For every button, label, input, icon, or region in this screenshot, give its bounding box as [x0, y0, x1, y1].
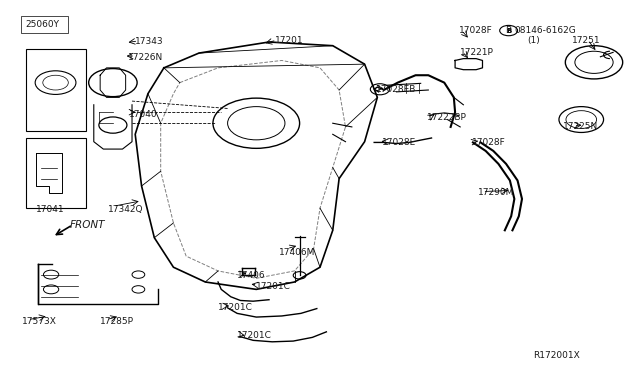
Text: 17225N: 17225N [563, 122, 598, 131]
Text: 17406: 17406 [237, 271, 266, 280]
Text: 17028F: 17028F [459, 26, 493, 35]
Text: 17226N: 17226N [127, 53, 163, 62]
Text: 25060Y: 25060Y [26, 20, 60, 29]
Text: 17285P: 17285P [100, 317, 134, 326]
Text: 17028E: 17028E [383, 138, 417, 147]
Text: 17201C: 17201C [256, 282, 291, 291]
Text: 17201C: 17201C [218, 302, 253, 312]
Text: 17221P: 17221P [460, 48, 494, 57]
Text: 17222BP: 17222BP [427, 113, 467, 122]
Text: 17251: 17251 [572, 36, 600, 45]
Text: R172001X: R172001X [534, 350, 580, 360]
Text: 17406M: 17406M [278, 248, 315, 257]
Text: B: B [506, 28, 511, 33]
Text: 17290M: 17290M [478, 188, 515, 197]
Text: 17041: 17041 [36, 205, 65, 215]
Text: 17028EB: 17028EB [376, 85, 417, 94]
Text: 17342Q: 17342Q [108, 205, 144, 215]
Text: 17343: 17343 [135, 37, 164, 46]
Text: B: B [505, 26, 511, 35]
Text: FRONT: FRONT [70, 220, 106, 230]
Text: 17201C: 17201C [237, 331, 272, 340]
Text: 17028F: 17028F [472, 138, 506, 147]
Text: 08146-6162G: 08146-6162G [515, 26, 576, 35]
Text: 17201: 17201 [275, 36, 304, 45]
Text: (1): (1) [527, 36, 540, 45]
Text: 17040: 17040 [129, 109, 157, 119]
Text: 17573X: 17573X [22, 317, 57, 326]
